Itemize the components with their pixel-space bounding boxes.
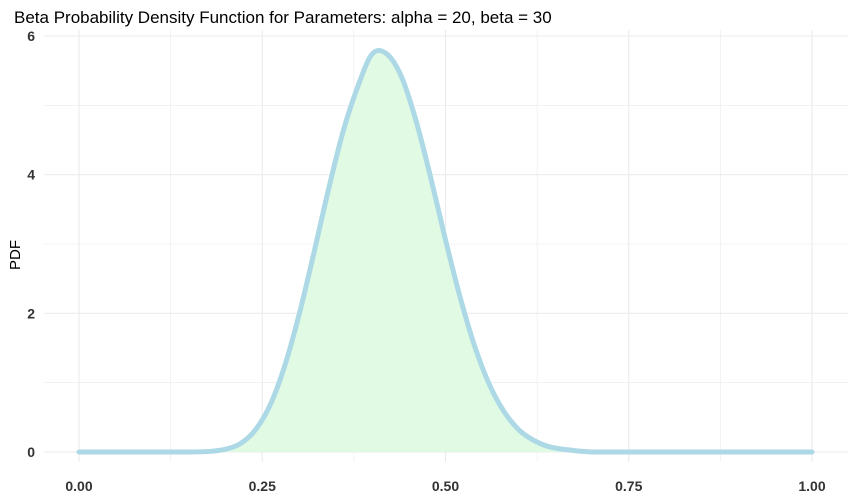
y-tick-label: 0 (27, 444, 35, 460)
x-tick-label: 1.00 (798, 478, 825, 494)
y-axis-label: PDF (7, 240, 24, 270)
y-tick-label: 4 (27, 167, 35, 183)
x-axis-ticks: 0.00 0.25 0.50 0.75 1.00 (65, 478, 825, 494)
x-tick-label: 0.25 (249, 478, 276, 494)
density-area (79, 50, 812, 453)
x-tick-label: 0.50 (432, 478, 459, 494)
y-axis-ticks: 0 2 4 6 (27, 28, 35, 460)
x-tick-label: 0.00 (65, 478, 92, 494)
y-tick-label: 6 (27, 28, 35, 44)
density-line (76, 48, 815, 455)
chart-title: Beta Probability Density Function for Pa… (14, 8, 552, 27)
x-tick-label: 0.75 (615, 478, 642, 494)
y-tick-label: 2 (27, 305, 35, 321)
